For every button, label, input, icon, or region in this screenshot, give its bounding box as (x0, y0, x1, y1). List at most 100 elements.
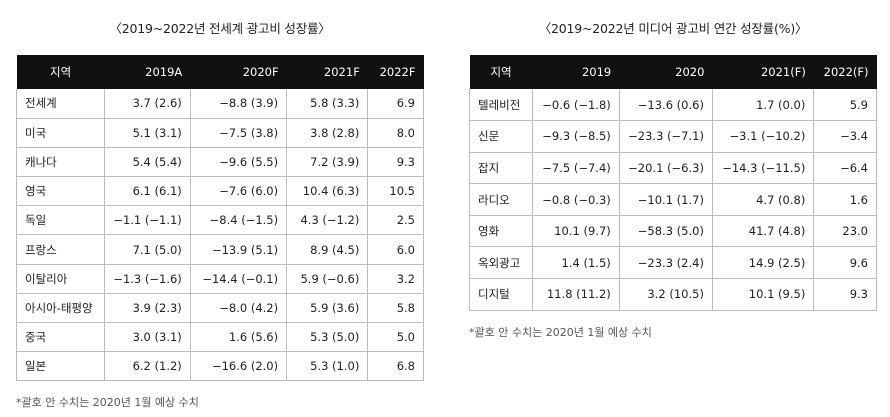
value-cell: 1.7 (0.0) (712, 89, 815, 122)
row-label-cell: 캐나다 (15, 147, 106, 178)
value-cell: 9.3 (813, 278, 877, 311)
left-table-title: 〈2019~2022년 전세계 광고비 성장률〉 (109, 21, 331, 36)
value-cell: 4.3 (−1.2) (286, 205, 369, 236)
value-cell: 7.2 (3.9) (286, 147, 369, 178)
row-label-cell: 프랑스 (15, 234, 106, 265)
left-table-note: *괄호 안 수치는 2020년 1월 예상 수치 (16, 396, 199, 409)
world-ad-growth-table: 지역 2019A 2020F 2021F 2022F 전세계 3.7 (2.6) −… (15, 55, 424, 382)
value-cell: 10.5 (367, 176, 424, 207)
value-cell: −8.4 (−1.5) (190, 205, 288, 236)
table-row: 영화 10.1 (9.7) −58.3 (5.0) 41.7 (4.8) 23.0 (468, 215, 877, 248)
row-label-cell: 텔레비전 (468, 89, 534, 122)
value-cell: −20.1 (−6.3) (619, 152, 713, 185)
header-2022f: 2022(F) (823, 65, 869, 79)
value-cell: −14.4 (−0.1) (190, 264, 288, 294)
value-cell: 5.9 (−0.6) (286, 264, 369, 294)
header-2019: 2019 (581, 65, 612, 79)
value-cell: −23.3 (2.4) (619, 246, 713, 280)
table-header-row: 지역 2019 2020 2021(F) 2022(F) (469, 55, 877, 89)
value-cell: 5.8 (367, 293, 424, 324)
table-row: 독일 −1.1 (−1.1) −8.4 (−1.5) 4.3 (−1.2) 2.5 (15, 205, 424, 236)
value-cell: 10.4 (6.3) (286, 176, 369, 207)
row-label-cell: 중국 (15, 322, 106, 353)
row-label-cell: 디지털 (468, 278, 534, 311)
value-cell: −0.8 (−0.3) (532, 183, 620, 216)
right-table-note: *괄호 안 수치는 2020년 1월 예상 수치 (469, 326, 652, 339)
value-cell: 5.9 (3.6) (286, 293, 369, 324)
value-cell: −1.1 (−1.1) (104, 205, 191, 236)
value-cell: −13.6 (0.6) (619, 89, 713, 122)
value-cell: 9.6 (813, 246, 877, 280)
value-cell: 14.9 (2.5) (712, 246, 815, 280)
row-label-cell: 미국 (15, 118, 106, 148)
value-cell: −8.8 (3.9) (190, 89, 288, 119)
table-row: 디지털 11.8 (11.2) 3.2 (10.5) 10.1 (9.5) 9.3 (468, 278, 877, 311)
value-cell: 3.9 (2.3) (104, 293, 191, 324)
value-cell: 5.4 (5.4) (104, 147, 191, 178)
value-cell: −3.1 (−10.2) (712, 120, 815, 153)
table-header-row: 지역 2019A 2020F 2021F 2022F (16, 55, 424, 89)
value-cell: 11.8 (11.2) (532, 278, 620, 311)
value-cell: −58.3 (5.0) (619, 215, 713, 248)
value-cell: 3.2 (367, 264, 424, 294)
value-cell: −23.3 (−7.1) (619, 120, 713, 153)
table-row: 신문 −9.3 (−8.5) −23.3 (−7.1) −3.1 (−10.2) −3.… (468, 120, 877, 153)
table-row: 아시아-태평양 3.9 (2.3) −8.0 (4.2) 5.9 (3.6) 5.8 (15, 293, 424, 324)
table-row: 미국 5.1 (3.1) −7.5 (3.8) 3.8 (2.8) 8.0 (15, 118, 424, 148)
value-cell: 5.3 (1.0) (286, 351, 369, 382)
value-cell: 41.7 (4.8) (712, 215, 815, 248)
value-cell: 6.1 (6.1) (104, 176, 191, 207)
value-cell: −7.6 (6.0) (190, 176, 288, 207)
value-cell: 5.8 (3.3) (286, 89, 369, 119)
value-cell: 6.2 (1.2) (104, 351, 191, 382)
value-cell: −9.3 (−8.5) (532, 120, 620, 153)
value-cell: −7.5 (3.8) (190, 118, 288, 148)
value-cell: 5.0 (367, 322, 424, 353)
row-label-cell: 옥외광고 (468, 246, 534, 280)
row-label-cell: 잡지 (468, 152, 534, 185)
value-cell: 6.9 (367, 89, 424, 119)
table-row: 이탈리아 −1.3 (−1.6) −14.4 (−0.1) 5.9 (−0.6) 3.2 (15, 264, 424, 294)
value-cell: −8.0 (4.2) (190, 293, 288, 324)
row-label-cell: 독일 (15, 205, 106, 236)
table-row: 중국 3.0 (3.1) 1.6 (5.6) 5.3 (5.0) 5.0 (15, 322, 424, 353)
value-cell: −16.6 (2.0) (190, 351, 288, 382)
value-cell: 9.3 (367, 147, 424, 178)
header-2022f: 2022F (379, 65, 416, 79)
value-cell: 2.5 (367, 205, 424, 236)
header-2020: 2020 (675, 65, 705, 79)
header-region: 지역 (50, 65, 72, 79)
value-cell: 1.4 (1.5) (532, 246, 620, 280)
value-cell: 8.9 (4.5) (286, 234, 369, 265)
value-cell: 3.7 (2.6) (104, 89, 191, 119)
value-cell: 4.7 (0.8) (712, 183, 815, 216)
value-cell: 6.0 (367, 234, 424, 265)
header-2021f: 2021(F) (760, 65, 806, 79)
value-cell: 1.6 (813, 183, 877, 216)
value-cell: 5.9 (813, 89, 877, 122)
value-cell: −0.6 (−1.8) (532, 89, 620, 122)
media-ad-growth-table: 지역 2019 2020 2021(F) 2022(F) 텔레비전 −0.6 (−… (468, 55, 877, 311)
value-cell: −13.9 (5.1) (190, 234, 288, 265)
table-row: 캐나다 5.4 (5.4) −9.6 (5.5) 7.2 (3.9) 9.3 (15, 147, 424, 178)
row-label-cell: 전세계 (15, 89, 106, 119)
row-label-cell: 신문 (468, 120, 534, 153)
value-cell: 3.8 (2.8) (286, 118, 369, 148)
value-cell: −7.5 (−7.4) (532, 152, 620, 185)
table-row: 라디오 −0.8 (−0.3) −10.1 (1.7) 4.7 (0.8) 1.6 (468, 183, 877, 216)
header-2019a: 2019A (145, 65, 183, 79)
table-row: 텔레비전 −0.6 (−1.8) −13.6 (0.6) 1.7 (0.0) 5.9 (468, 89, 877, 122)
value-cell: −14.3 (−11.5) (712, 152, 815, 185)
value-cell: −3.4 (813, 120, 877, 153)
table-row: 영국 6.1 (6.1) −7.6 (6.0) 10.4 (6.3) 10.5 (15, 176, 424, 207)
value-cell: −1.3 (−1.6) (104, 264, 191, 294)
row-label-cell: 아시아-태평양 (15, 293, 106, 324)
value-cell: 7.1 (5.0) (104, 234, 191, 265)
header-2020f: 2020F (242, 65, 279, 79)
right-table-title: 〈2019~2022년 미디어 광고비 연간 성장률(%)〉 (538, 21, 808, 36)
row-label-cell: 일본 (15, 351, 106, 382)
value-cell: 5.3 (5.0) (286, 322, 369, 353)
value-cell: −10.1 (1.7) (619, 183, 713, 216)
row-label-cell: 이탈리아 (15, 264, 106, 294)
table-row: 일본 6.2 (1.2) −16.6 (2.0) 5.3 (1.0) 6.8 (15, 351, 424, 382)
